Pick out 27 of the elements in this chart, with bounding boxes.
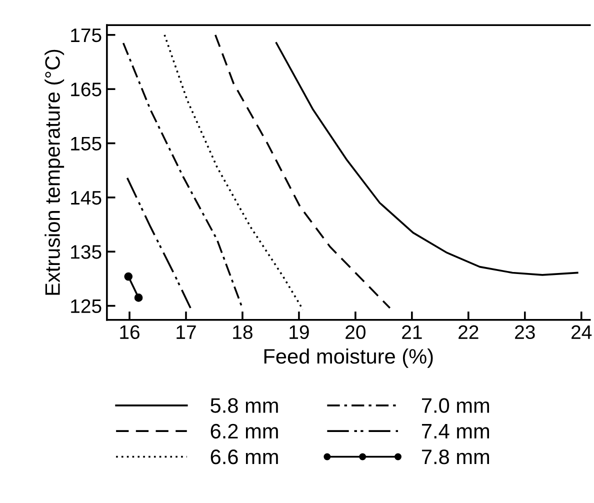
- legend-label: 6.2 mm: [210, 424, 278, 439]
- legend-label: 7.4 mm: [422, 424, 490, 438]
- line-series: [122, 42, 243, 308]
- x-tick-label: 24: [572, 325, 592, 339]
- y-tick-label: 145: [71, 191, 102, 205]
- x-axis-title: Feed moisture (%): [264, 348, 433, 368]
- legend-label: 7.0 mm: [422, 398, 490, 413]
- y-tick-label: 125: [71, 299, 102, 314]
- line-series: [214, 34, 391, 309]
- x-tick-label: 16: [120, 325, 140, 340]
- x-tick-label: 18: [233, 325, 252, 340]
- x-tick-label: 19: [290, 325, 309, 340]
- x-tick-label: 17: [176, 325, 196, 339]
- y-tick-label: 165: [71, 82, 102, 96]
- legend-label: 7.8 mm: [422, 450, 490, 464]
- y-tick-label: 135: [71, 245, 102, 259]
- x-tick-label: 23: [515, 325, 535, 340]
- line-series: [126, 177, 192, 309]
- x-tick-label: 20: [346, 325, 366, 340]
- line-series: [275, 42, 578, 276]
- legend-label: 5.8 mm: [210, 398, 278, 413]
- y-axis-title: Extrusion temperature (°C): [44, 50, 64, 295]
- x-tick-label: 21: [402, 325, 422, 339]
- y-tick-label: 155: [71, 136, 102, 151]
- x-tick-label: 22: [458, 325, 478, 339]
- y-tick-label: 175: [71, 28, 102, 42]
- legend-label: 6.6 mm: [210, 450, 278, 464]
